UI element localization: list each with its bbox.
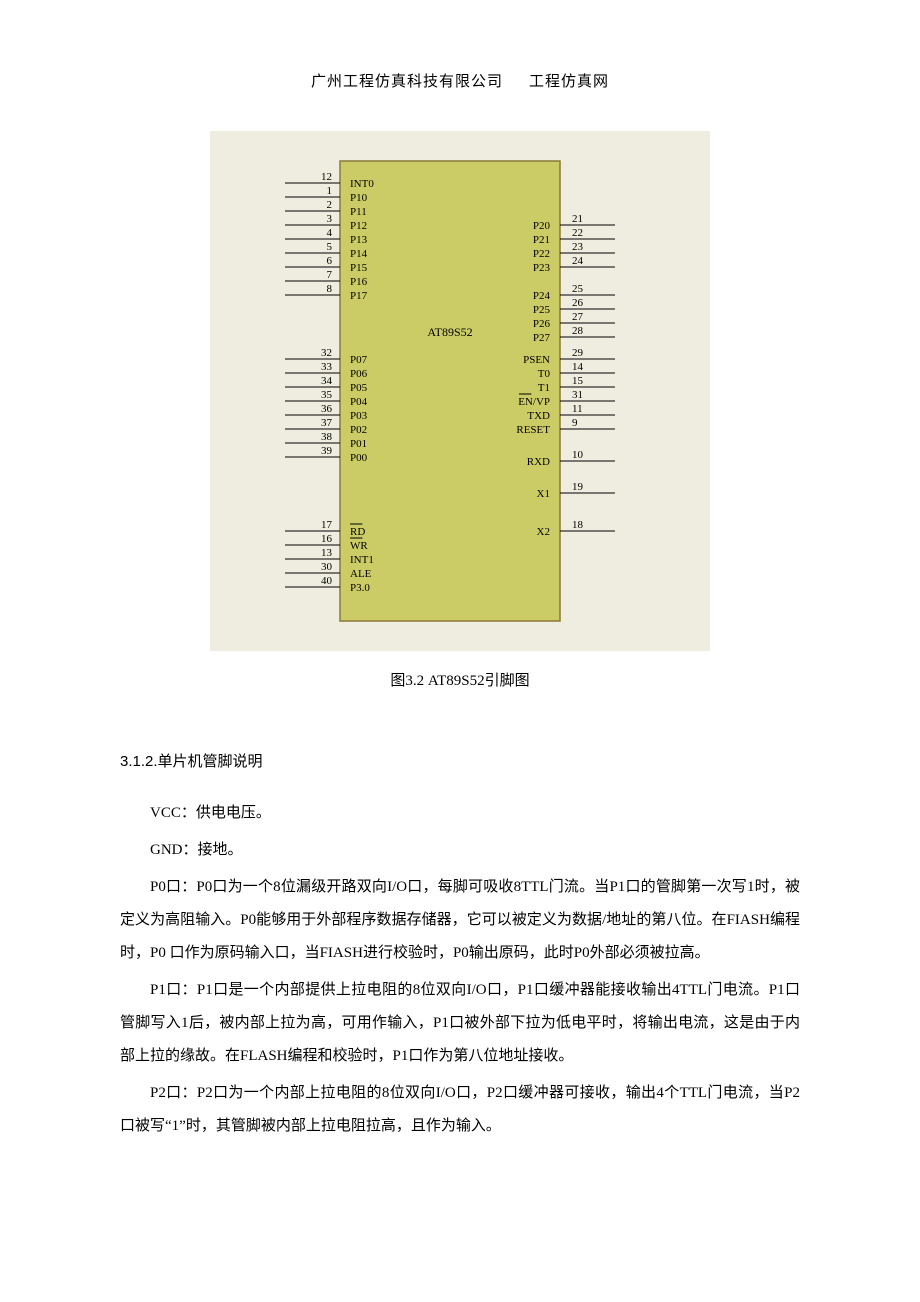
svg-text:RXD: RXD xyxy=(527,456,550,468)
svg-text:P17: P17 xyxy=(350,290,368,302)
svg-text:P10: P10 xyxy=(350,192,368,204)
svg-text:ALE: ALE xyxy=(350,568,372,580)
document-page: 广州工程仿真科技有限公司 工程仿真网 AT89S52 12 INT0 1 P10 2 P11 3… xyxy=(0,0,920,1207)
svg-text:32: 32 xyxy=(321,347,332,359)
svg-text:P02: P02 xyxy=(350,424,367,436)
svg-text:24: 24 xyxy=(572,255,584,267)
paragraph: P1口：P1口是一个内部提供上拉电阻的8位双向I/O口，P1口缓冲器能接收输出4… xyxy=(120,974,800,1073)
body-text: VCC：供电电压。 GND：接地。 P0口：P0口为一个8位漏级开路双向I/O口… xyxy=(120,797,800,1143)
svg-text:17: 17 xyxy=(321,519,333,531)
svg-text:1: 1 xyxy=(327,185,333,197)
svg-text:P13: P13 xyxy=(350,234,368,246)
svg-text:14: 14 xyxy=(572,361,584,373)
svg-text:37: 37 xyxy=(321,417,333,429)
svg-text:36: 36 xyxy=(321,403,333,415)
chip-pin-diagram: AT89S52 12 INT0 1 P10 2 P11 3 P12 4 P13 5 P14 6 P15 7 P1… xyxy=(240,151,680,631)
section-heading: 3.1.2.单片机管脚说明 xyxy=(120,750,800,771)
svg-text:7: 7 xyxy=(327,269,333,281)
svg-text:4: 4 xyxy=(327,227,333,239)
svg-text:33: 33 xyxy=(321,361,333,373)
svg-text:INT0: INT0 xyxy=(350,178,374,190)
svg-text:P11: P11 xyxy=(350,206,367,218)
svg-text:16: 16 xyxy=(321,533,333,545)
svg-text:29: 29 xyxy=(572,347,584,359)
svg-text:10: 10 xyxy=(572,449,584,461)
svg-text:11: 11 xyxy=(572,403,583,415)
svg-text:P15: P15 xyxy=(350,262,368,274)
svg-text:30: 30 xyxy=(321,561,333,573)
svg-text:22: 22 xyxy=(572,227,583,239)
svg-text:T0: T0 xyxy=(538,368,551,380)
svg-text:P24: P24 xyxy=(533,290,551,302)
svg-text:28: 28 xyxy=(572,325,584,337)
svg-text:P27: P27 xyxy=(533,332,551,344)
svg-text:35: 35 xyxy=(321,389,333,401)
svg-text:RESET: RESET xyxy=(516,424,550,436)
svg-text:P12: P12 xyxy=(350,220,367,232)
svg-text:2: 2 xyxy=(327,199,333,211)
pin-diagram-container: AT89S52 12 INT0 1 P10 2 P11 3 P12 4 P13 5 P14 6 P15 7 P1… xyxy=(210,131,710,651)
svg-text:INT1: INT1 xyxy=(350,554,374,566)
paragraph: GND：接地。 xyxy=(120,834,800,867)
svg-text:P20: P20 xyxy=(533,220,551,232)
svg-text:26: 26 xyxy=(572,297,584,309)
page-header: 广州工程仿真科技有限公司 工程仿真网 xyxy=(120,70,800,91)
svg-text:EN/VP: EN/VP xyxy=(518,396,550,408)
svg-text:P14: P14 xyxy=(350,248,368,260)
svg-text:P26: P26 xyxy=(533,318,551,330)
svg-text:18: 18 xyxy=(572,519,584,531)
svg-text:X1: X1 xyxy=(537,488,550,500)
figure-caption: 图3.2 AT89S52引脚图 xyxy=(120,669,800,690)
svg-text:PSEN: PSEN xyxy=(523,354,550,366)
svg-text:34: 34 xyxy=(321,375,333,387)
svg-text:38: 38 xyxy=(321,431,333,443)
svg-text:27: 27 xyxy=(572,311,584,323)
svg-text:P05: P05 xyxy=(350,382,368,394)
svg-text:25: 25 xyxy=(572,283,584,295)
svg-text:P21: P21 xyxy=(533,234,550,246)
svg-text:X2: X2 xyxy=(537,526,550,538)
svg-text:40: 40 xyxy=(321,575,333,587)
svg-text:6: 6 xyxy=(327,255,333,267)
svg-text:AT89S52: AT89S52 xyxy=(427,325,472,339)
paragraph: P0口：P0口为一个8位漏级开路双向I/O口，每脚可吸收8TTL门流。当P1口的… xyxy=(120,871,800,970)
header-company: 广州工程仿真科技有限公司 xyxy=(311,74,503,90)
svg-text:P22: P22 xyxy=(533,248,550,260)
paragraph: VCC：供电电压。 xyxy=(120,797,800,830)
svg-text:P04: P04 xyxy=(350,396,368,408)
svg-text:P16: P16 xyxy=(350,276,368,288)
svg-text:P01: P01 xyxy=(350,438,367,450)
svg-text:RD: RD xyxy=(350,526,365,538)
svg-text:TXD: TXD xyxy=(527,410,550,422)
svg-text:39: 39 xyxy=(321,445,333,457)
svg-text:23: 23 xyxy=(572,241,584,253)
svg-text:P07: P07 xyxy=(350,354,368,366)
svg-text:P23: P23 xyxy=(533,262,551,274)
svg-text:3: 3 xyxy=(327,213,333,225)
svg-text:31: 31 xyxy=(572,389,583,401)
svg-text:P3.0: P3.0 xyxy=(350,582,370,594)
svg-text:13: 13 xyxy=(321,547,333,559)
svg-text:12: 12 xyxy=(321,171,332,183)
svg-text:P25: P25 xyxy=(533,304,551,316)
svg-text:P03: P03 xyxy=(350,410,368,422)
svg-text:5: 5 xyxy=(327,241,333,253)
svg-text:15: 15 xyxy=(572,375,584,387)
header-site: 工程仿真网 xyxy=(529,74,609,90)
svg-text:21: 21 xyxy=(572,213,583,225)
svg-text:8: 8 xyxy=(327,283,333,295)
svg-text:WR: WR xyxy=(350,540,368,552)
svg-text:19: 19 xyxy=(572,481,584,493)
svg-text:P06: P06 xyxy=(350,368,368,380)
svg-text:9: 9 xyxy=(572,417,578,429)
svg-text:P00: P00 xyxy=(350,452,368,464)
paragraph: P2口：P2口为一个内部上拉电阻的8位双向I/O口，P2口缓冲器可接收，输出4个… xyxy=(120,1077,800,1143)
svg-text:T1: T1 xyxy=(538,382,550,394)
